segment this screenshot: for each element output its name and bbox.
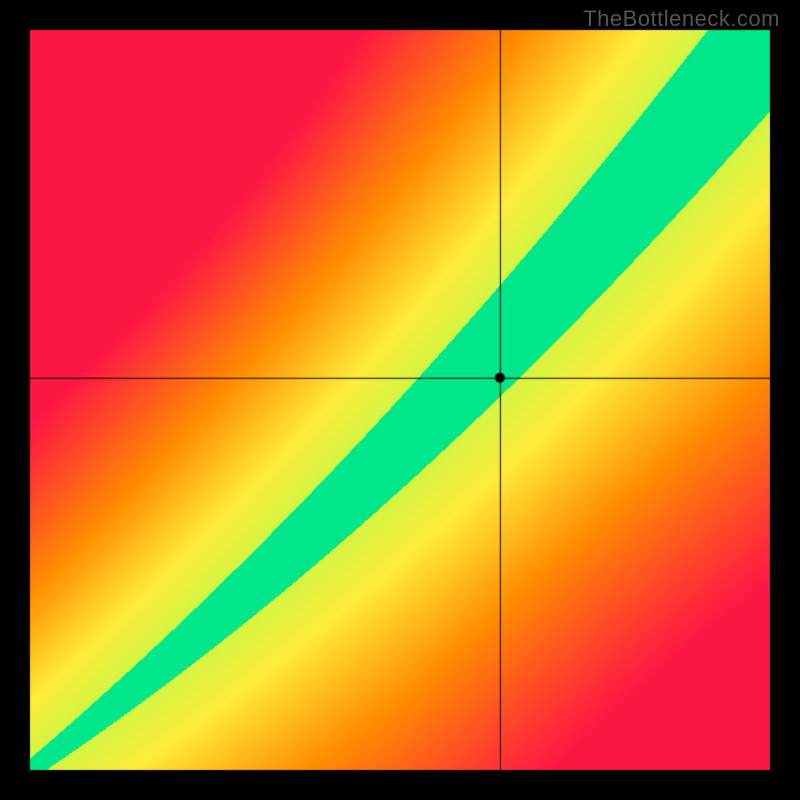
chart-container: TheBottleneck.com — [0, 0, 800, 800]
heatmap-canvas — [0, 0, 800, 800]
watermark-text: TheBottleneck.com — [583, 6, 780, 32]
